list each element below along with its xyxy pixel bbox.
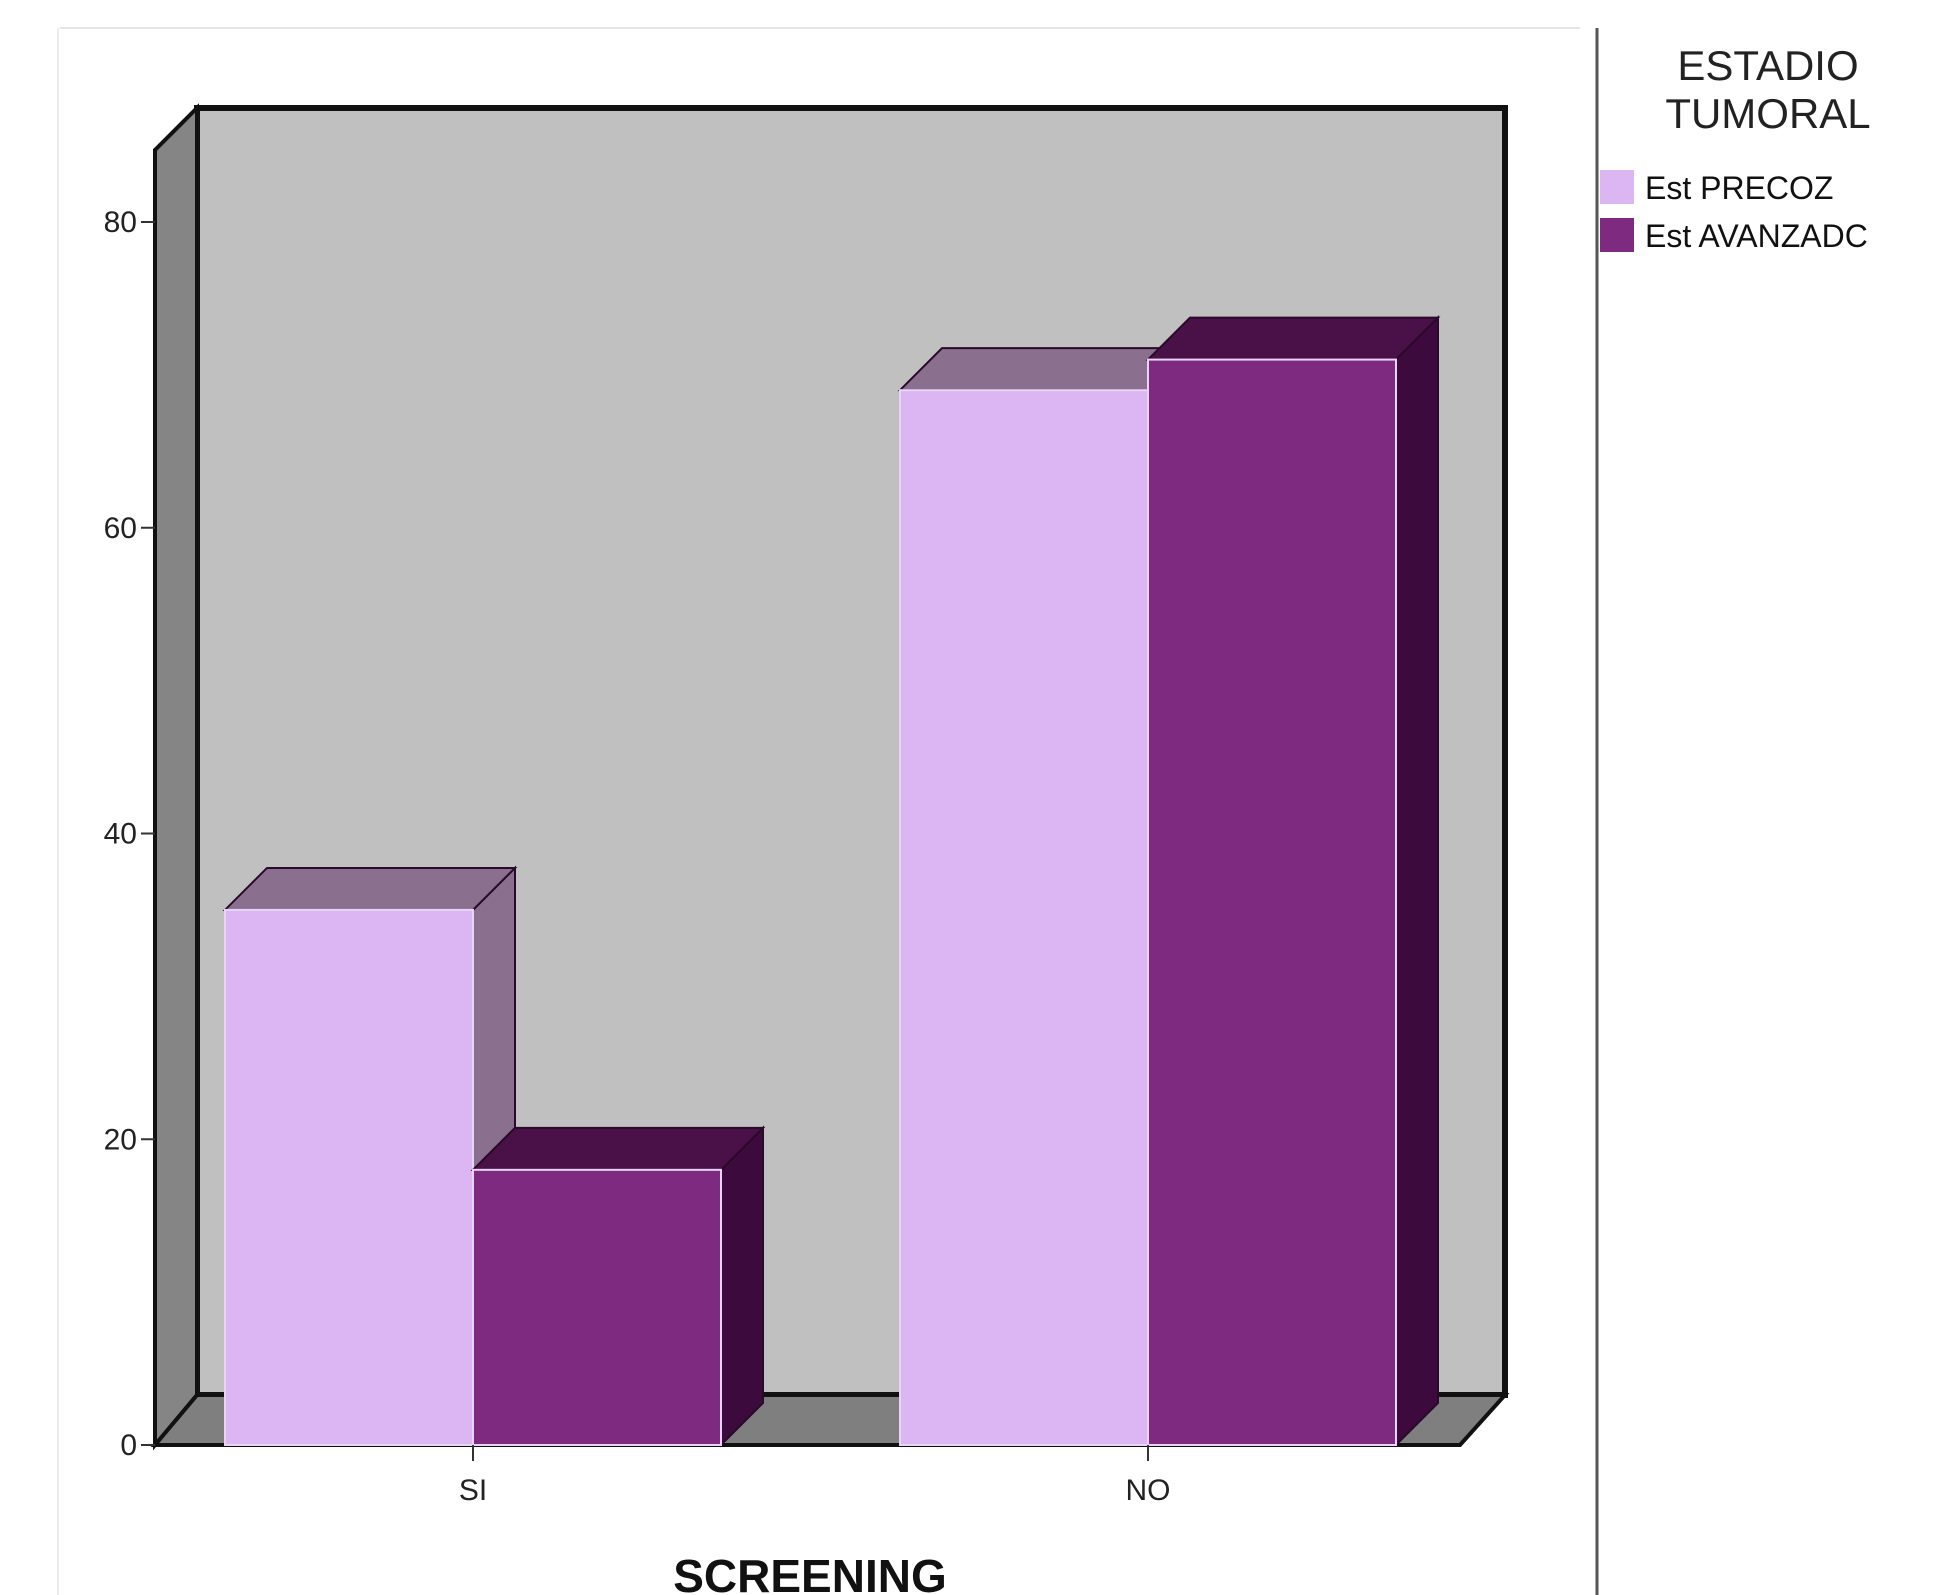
x-axis-title: SCREENING <box>673 1550 946 1595</box>
side-wall <box>153 103 199 1451</box>
y-tick-label: 60 <box>104 512 137 545</box>
bar-top-face <box>1145 316 1441 361</box>
legend-title-line-2: TUMORAL <box>1665 90 1870 137</box>
legend-swatch-est-precoz <box>1600 170 1634 204</box>
bar-no-1 <box>897 345 1193 1448</box>
y-tick-label: 40 <box>104 818 137 851</box>
y-tick-label: 20 <box>104 1123 137 1156</box>
x-axis: SI NO <box>459 1445 1171 1507</box>
bar-side-face <box>720 1125 764 1448</box>
legend-swatch-est-avanzado <box>1600 218 1634 252</box>
x-category-label: NO <box>1126 1474 1171 1507</box>
legend: ESTADIO TUMORAL Est PRECOZ Est AVANZADC <box>1600 42 1871 254</box>
y-axis: 0 20 40 60 80 <box>104 206 155 1462</box>
bar-no-2 <box>1145 315 1441 1448</box>
y-tick-label: 0 <box>120 1429 137 1462</box>
bar-front-face <box>1147 358 1397 1446</box>
bar-top-face <box>470 1126 766 1171</box>
x-category-label: SI <box>459 1474 487 1507</box>
legend-label-est-avanzado: Est AVANZADC <box>1645 218 1868 254</box>
bar-si-1 <box>222 865 518 1448</box>
bar-top-face <box>897 347 1193 392</box>
bar-top-face <box>222 866 518 911</box>
legend-title-line-1: ESTADIO <box>1677 42 1858 89</box>
bar-si-2 <box>470 1125 766 1448</box>
bar-side-face <box>1395 315 1439 1448</box>
y-tick-label: 80 <box>104 206 137 239</box>
bar-front-face <box>899 389 1149 1447</box>
legend-label-est-precoz: Est PRECOZ <box>1645 170 1833 206</box>
bar-front-face <box>224 908 474 1446</box>
bars <box>222 315 1441 1448</box>
bar-front-face <box>472 1168 722 1446</box>
